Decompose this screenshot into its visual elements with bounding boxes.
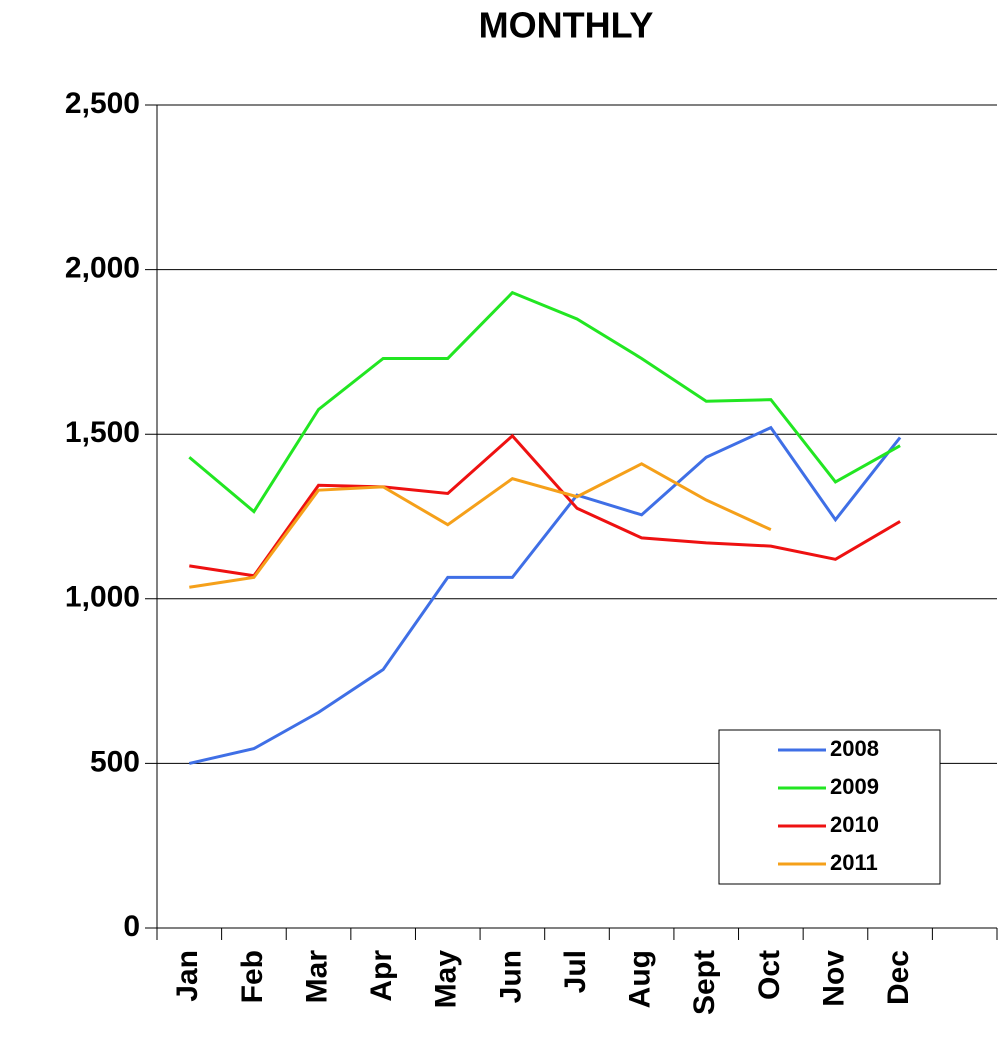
x-tick-label: Sept	[688, 950, 721, 1015]
y-tick-label: 1,500	[65, 416, 140, 449]
x-tick-label: Dec	[882, 950, 915, 1005]
legend-box	[718, 729, 941, 885]
series-line	[188, 425, 902, 765]
legend-label: 2008	[830, 736, 879, 761]
y-tick-label: 500	[90, 745, 140, 778]
chart-title: MONTHLY	[479, 5, 654, 46]
legend-label: 2009	[830, 774, 879, 799]
x-tick-label: Aug	[624, 950, 657, 1008]
legend-label: 2010	[830, 812, 879, 837]
y-tick-label: 0	[123, 910, 140, 943]
x-tick-label: Jul	[559, 950, 592, 993]
x-tick-label: Mar	[300, 950, 333, 1004]
x-tick-label: Jun	[494, 950, 527, 1003]
x-tick-label: Jan	[171, 950, 204, 1002]
series-line	[189, 433, 901, 578]
y-tick-label: 1,000	[65, 581, 140, 614]
x-tick-label: Nov	[817, 950, 850, 1007]
y-tick-label: 2,500	[65, 87, 140, 120]
x-tick-label: Apr	[365, 950, 398, 1002]
y-tick-label: 2,000	[65, 252, 140, 285]
x-tick-label: May	[430, 950, 463, 1009]
x-tick-label: Oct	[753, 950, 786, 1000]
x-tick-label: Feb	[236, 950, 269, 1003]
series-line	[188, 290, 901, 514]
series-line	[189, 462, 772, 589]
legend-label: 2011	[830, 850, 878, 875]
legend: 2008 2009 2010 2011	[718, 729, 941, 885]
